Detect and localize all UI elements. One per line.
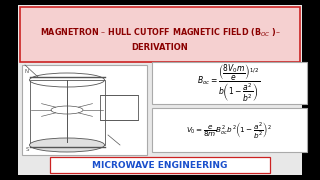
Text: MICROWAVE ENGINEERING: MICROWAVE ENGINEERING [92, 161, 228, 170]
Bar [30, 80, 105, 145]
Bar [50, 157, 270, 173]
Bar [152, 62, 307, 104]
Text: S: S [25, 147, 29, 152]
Bar [20, 7, 300, 62]
Bar [152, 108, 307, 152]
Text: DERIVATION: DERIVATION [132, 44, 188, 53]
Ellipse shape [29, 138, 105, 152]
Text: N: N [25, 69, 29, 74]
Text: $V_0 = \dfrac{e}{8m} B_{oc}^2 b^2 \left(1 - \dfrac{a^2}{b^2}\right)^{2}$: $V_0 = \dfrac{e}{8m} B_{oc}^2 b^2 \left(… [186, 120, 272, 140]
Text: MAGNETRON – HULL CUTOFF MAGNETIC FIELD (B$_{OC}$ )–: MAGNETRON – HULL CUTOFF MAGNETIC FIELD (… [40, 27, 280, 39]
Bar [18, 5, 302, 175]
Text: $B_{oc} = \dfrac{\left(\dfrac{8V_0 m}{e}\right)^{1/2}}{b\left(1 - \dfrac{a^2}{b^: $B_{oc} = \dfrac{\left(\dfrac{8V_0 m}{e}… [197, 62, 260, 104]
Bar [100, 95, 138, 120]
Bar [22, 65, 147, 155]
